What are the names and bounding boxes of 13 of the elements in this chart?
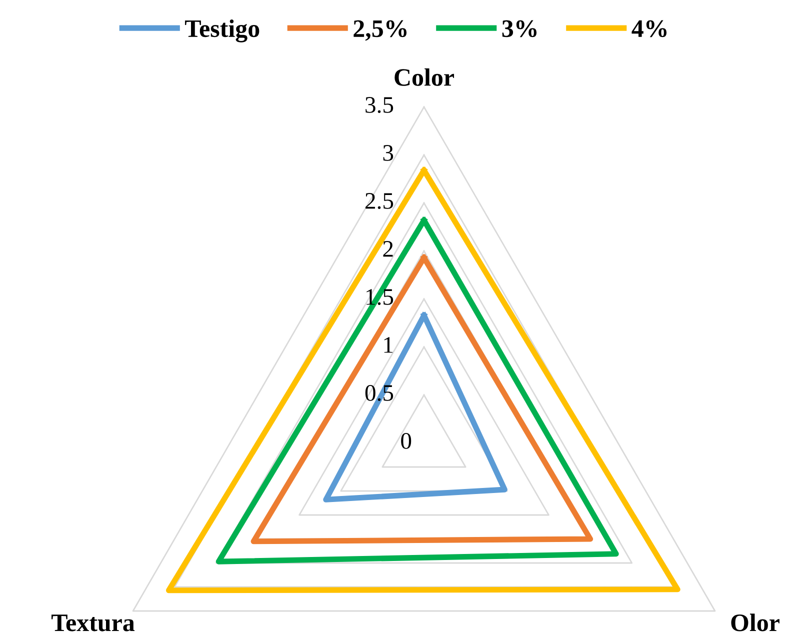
spoke-label: Olor bbox=[731, 614, 780, 632]
y-tick-label: 1 bbox=[384, 337, 393, 353]
spoke-label: Textura bbox=[52, 614, 135, 632]
legend-label: 3% bbox=[502, 20, 537, 38]
y-tick-label: 2 bbox=[383, 241, 393, 257]
y-tick-label: 3 bbox=[383, 145, 394, 161]
y-tick-label: 3.5 bbox=[366, 97, 394, 114]
y-tick-label: 0 bbox=[401, 432, 412, 449]
y-tick-label: 2.5 bbox=[366, 193, 394, 210]
legend-label: 2,5% bbox=[354, 20, 407, 41]
spoke-label: Color bbox=[394, 68, 454, 86]
legend-label: Testigo bbox=[185, 19, 260, 42]
legend-label: 4% bbox=[632, 20, 667, 38]
